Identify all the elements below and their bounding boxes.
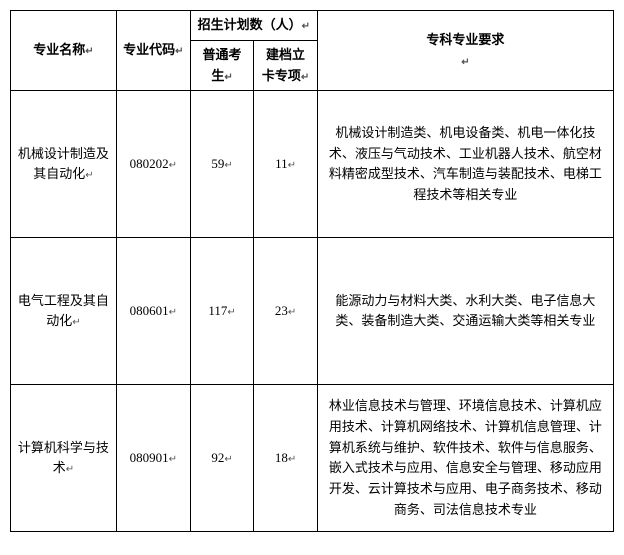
header-code: 专业代码↵: [116, 11, 190, 91]
return-marker: ↵: [288, 160, 296, 171]
return-marker: ↵: [66, 464, 74, 475]
cell-requirement-text: 林业信息技术与管理、环境信息技术、计算机应用技术、计算机网络技术、计算机信息管理…: [329, 398, 602, 517]
return-marker: ↵: [224, 72, 232, 83]
return-marker: ↵: [301, 72, 309, 83]
cell-special: 23↵: [254, 238, 317, 385]
header-special: 建档立卡专项↵: [254, 40, 317, 91]
header-plan-group-text: 招生计划数（人）: [198, 17, 302, 32]
return-marker: ↵: [227, 307, 235, 318]
cell-normal-text: 92: [211, 450, 224, 465]
cell-name: 计算机科学与技术↵: [11, 385, 117, 532]
header-normal-text: 普通考生: [203, 47, 242, 83]
header-code-text: 专业代码: [123, 42, 175, 57]
cell-code: 080202↵: [116, 91, 190, 238]
return-marker: ↵: [224, 454, 232, 465]
cell-requirement: 林业信息技术与管理、环境信息技术、计算机应用技术、计算机网络技术、计算机信息管理…: [317, 385, 613, 532]
header-name: 专业名称↵: [11, 11, 117, 91]
header-special-text: 建档立卡专项: [262, 47, 305, 83]
return-marker: ↵: [224, 160, 232, 171]
cell-name-text: 机械设计制造及其自动化: [18, 146, 109, 182]
return-marker: ↵: [288, 454, 296, 465]
cell-requirement: 机械设计制造类、机电设备类、机电一体化技术、液压与气动技术、工业机器人技术、航空…: [317, 91, 613, 238]
cell-name-text: 电气工程及其自动化: [18, 293, 109, 329]
cell-name: 电气工程及其自动化↵: [11, 238, 117, 385]
cell-code-text: 080202: [130, 156, 169, 171]
header-plan-group: 招生计划数（人）↵: [190, 11, 317, 41]
cell-normal: 92↵: [190, 385, 253, 532]
cell-requirement-text: 能源动力与材料大类、水利大类、电子信息大类、装备制造大类、交通运输大类等相关专业: [335, 293, 595, 329]
return-marker: ↵: [288, 307, 296, 318]
cell-special-text: 23: [275, 303, 288, 318]
cell-code-text: 080901: [130, 450, 169, 465]
return-marker: ↵: [175, 46, 183, 57]
cell-normal: 117↵: [190, 238, 253, 385]
return-marker: ↵: [461, 57, 469, 68]
cell-code: 080901↵: [116, 385, 190, 532]
table-row: 机械设计制造及其自动化↵ 080202↵ 59↵ 11↵ 机械设计制造类、机电设…: [11, 91, 614, 238]
return-marker: ↵: [169, 454, 177, 465]
cell-code-text: 080601: [130, 303, 169, 318]
return-marker: ↵: [72, 317, 80, 328]
header-requirement: 专科专业要求 ↵: [317, 11, 613, 91]
cell-normal-text: 117: [208, 303, 227, 318]
table-row: 计算机科学与技术↵ 080901↵ 92↵ 18↵ 林业信息技术与管理、环境信息…: [11, 385, 614, 532]
header-normal: 普通考生↵: [190, 40, 253, 91]
cell-normal: 59↵: [190, 91, 253, 238]
cell-special-text: 11: [275, 156, 288, 171]
cell-name: 机械设计制造及其自动化↵: [11, 91, 117, 238]
header-requirement-text: 专科专业要求: [426, 32, 504, 47]
enrollment-table: 专业名称↵ 专业代码↵ 招生计划数（人）↵ 专科专业要求↵ 普通考生↵ 建档立卡…: [10, 10, 614, 532]
cell-requirement: 能源动力与材料大类、水利大类、电子信息大类、装备制造大类、交通运输大类等相关专业: [317, 238, 613, 385]
return-marker: ↵: [85, 170, 93, 181]
header-name-text: 专业名称: [33, 42, 85, 57]
return-marker: ↵: [302, 21, 310, 32]
cell-normal-text: 59: [211, 156, 224, 171]
cell-code: 080601↵: [116, 238, 190, 385]
cell-name-text: 计算机科学与技术: [18, 440, 109, 476]
cell-special: 11↵: [254, 91, 317, 238]
header-row-1: 专业名称↵ 专业代码↵ 招生计划数（人）↵ 专科专业要求↵: [11, 11, 614, 41]
return-marker: ↵: [169, 307, 177, 318]
table-row: 电气工程及其自动化↵ 080601↵ 117↵ 23↵ 能源动力与材料大类、水利…: [11, 238, 614, 385]
cell-requirement-text: 机械设计制造类、机电设备类、机电一体化技术、液压与气动技术、工业机器人技术、航空…: [329, 125, 602, 202]
return-marker: ↵: [169, 160, 177, 171]
cell-special-text: 18: [275, 450, 288, 465]
cell-special: 18↵: [254, 385, 317, 532]
return-marker: ↵: [85, 46, 93, 57]
